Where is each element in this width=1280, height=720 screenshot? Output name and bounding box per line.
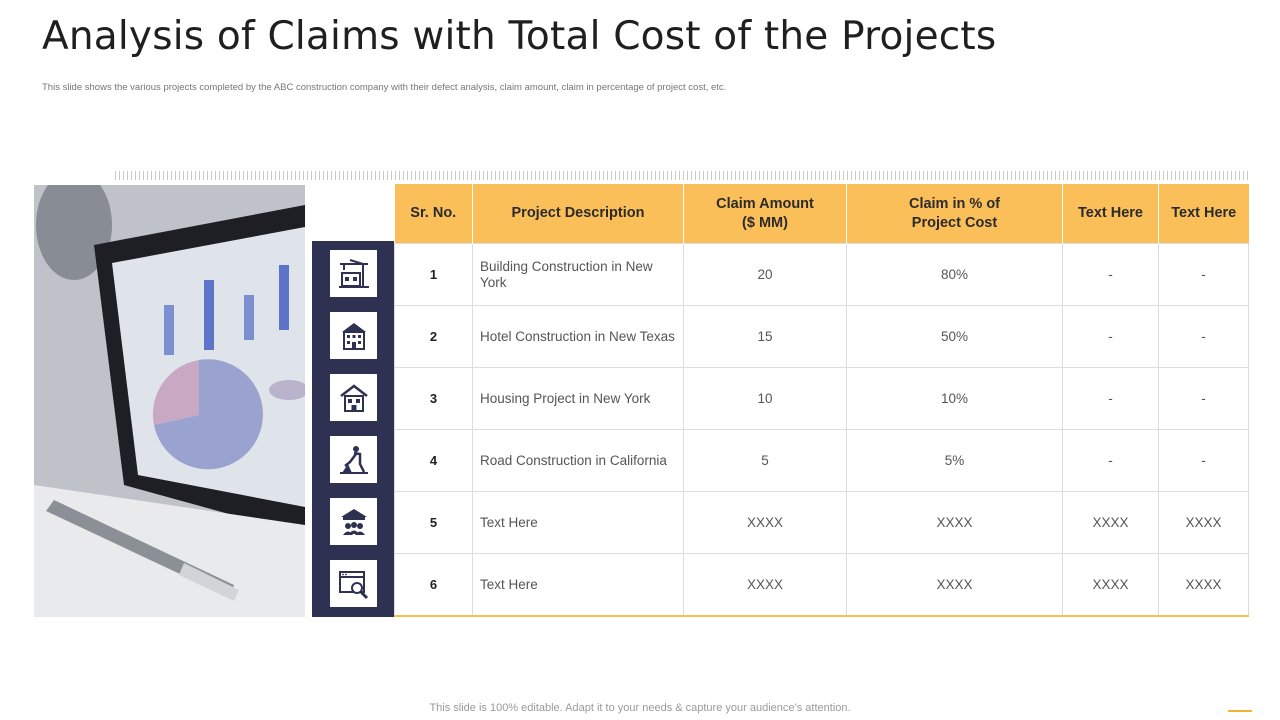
- cell-text-2: -: [1158, 429, 1249, 492]
- cell-claim-amount: 10: [683, 367, 847, 430]
- cell-claim-amount: XXXX: [683, 553, 847, 617]
- page-title: Analysis of Claims with Total Cost of th…: [42, 14, 997, 59]
- header-project-description: Project Description: [472, 184, 684, 244]
- header-sr-no: Sr. No.: [394, 184, 473, 244]
- header-text-2: Text Here: [1158, 184, 1249, 244]
- table-row: 1 Building Construction in New York 20 8…: [394, 243, 1249, 306]
- cell-text-1: -: [1062, 367, 1159, 430]
- cell-claim-percent: 10%: [846, 367, 1063, 430]
- cell-claim-amount: 20: [683, 243, 847, 306]
- cell-claim-percent: 5%: [846, 429, 1063, 492]
- table-row: 6 Text Here XXXX XXXX XXXX XXXX: [394, 553, 1249, 617]
- cell-text-2: -: [1158, 243, 1249, 306]
- cell-text-1: XXXX: [1062, 491, 1159, 554]
- cell-claim-percent: XXXX: [846, 553, 1063, 617]
- page-subtitle: This slide shows the various projects co…: [42, 82, 727, 93]
- cell-sr: 5: [394, 491, 473, 554]
- cell-text-1: -: [1062, 305, 1159, 368]
- tablet-chart-photo: [34, 185, 305, 617]
- cell-sr: 1: [394, 243, 473, 306]
- footer-note: This slide is 100% editable. Adapt it to…: [429, 702, 851, 714]
- cell-claim-percent: 80%: [846, 243, 1063, 306]
- web-search-icon: [330, 560, 377, 607]
- museum-people-icon: [330, 498, 377, 545]
- cell-text-2: -: [1158, 305, 1249, 368]
- cell-claim-amount: 15: [683, 305, 847, 368]
- header-text-1: Text Here: [1062, 184, 1159, 244]
- cell-claim-amount: XXXX: [683, 491, 847, 554]
- tick-ruler-divider: [115, 171, 1248, 180]
- table-header-row: Sr. No. Project Description Claim Amount…: [394, 184, 1249, 244]
- header-claim-percent: Claim in % of Project Cost: [846, 184, 1063, 244]
- table-row: 3 Housing Project in New York 10 10% - -: [394, 367, 1249, 430]
- house-icon: [330, 374, 377, 421]
- cell-text-2: XXXX: [1158, 491, 1249, 554]
- header-claim-amount: Claim Amount ($ MM): [683, 184, 847, 244]
- cell-claim-percent: 50%: [846, 305, 1063, 368]
- cell-sr: 2: [394, 305, 473, 368]
- cell-text-2: XXXX: [1158, 553, 1249, 617]
- cell-description: Road Construction in California: [472, 429, 684, 492]
- crane-building-icon: [330, 250, 377, 297]
- cell-description: Building Construction in New York: [472, 243, 684, 306]
- cell-claim-percent: XXXX: [846, 491, 1063, 554]
- cell-text-2: -: [1158, 367, 1249, 430]
- cell-claim-amount: 5: [683, 429, 847, 492]
- cell-sr: 6: [394, 553, 473, 617]
- cell-text-1: -: [1062, 243, 1159, 306]
- road-worker-icon: [330, 436, 377, 483]
- cell-description: Text Here: [472, 491, 684, 554]
- footer-accent-line: [1228, 710, 1252, 712]
- cell-description: Text Here: [472, 553, 684, 617]
- claims-table: Sr. No. Project Description Claim Amount…: [394, 184, 1249, 617]
- table-row: 2 Hotel Construction in New Texas 15 50%…: [394, 305, 1249, 368]
- cell-sr: 3: [394, 367, 473, 430]
- cell-description: Hotel Construction in New Texas: [472, 305, 684, 368]
- hotel-icon: [330, 312, 377, 359]
- cell-text-1: -: [1062, 429, 1159, 492]
- table-row: 5 Text Here XXXX XXXX XXXX XXXX: [394, 491, 1249, 554]
- icon-column: [312, 241, 394, 617]
- cell-description: Housing Project in New York: [472, 367, 684, 430]
- cell-sr: 4: [394, 429, 473, 492]
- cell-text-1: XXXX: [1062, 553, 1159, 617]
- table-row: 4 Road Construction in California 5 5% -…: [394, 429, 1249, 492]
